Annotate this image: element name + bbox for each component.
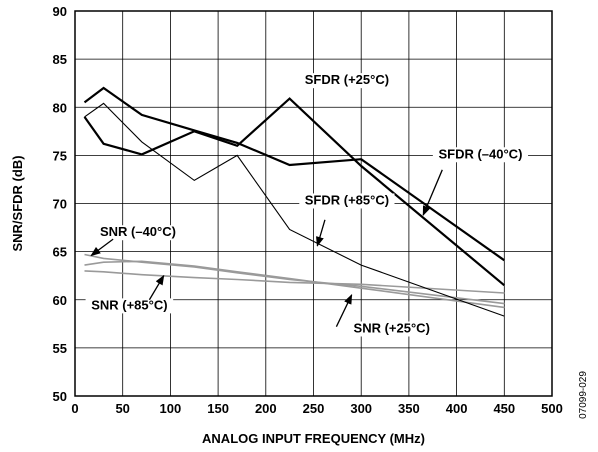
annotation-backdrop xyxy=(94,225,182,241)
series-line-sfdr-85-c- xyxy=(84,102,505,317)
y-tick-label: 75 xyxy=(53,148,67,163)
annotation-backdrop xyxy=(432,147,529,163)
series-annotation: SNR (+85°C) xyxy=(91,297,167,312)
series-annotation: SFDR (+85°C) xyxy=(305,192,389,207)
y-tick-label: 60 xyxy=(53,293,67,308)
annotation-arrow xyxy=(90,238,114,257)
series-line-snr-25-c- xyxy=(84,260,505,309)
y-tick-label: 80 xyxy=(53,100,67,115)
x-tick-label: 100 xyxy=(160,401,182,416)
series-line-sfdr-25-c- xyxy=(83,97,506,287)
x-tick-label: 0 xyxy=(71,401,78,416)
annotations: SFDR (+25°C) SFDR (–40°C) SFDR (+85°C) SNR … xyxy=(85,72,529,337)
series-line-snr-85-c- xyxy=(84,270,505,294)
x-tick-label: 500 xyxy=(541,401,563,416)
series-annotation: SFDR (–40°C) xyxy=(438,146,522,161)
series-annotation: SFDR (+25°C) xyxy=(305,72,389,87)
x-tick-label: 200 xyxy=(255,401,277,416)
annotation-backdrop xyxy=(85,298,174,314)
data-series xyxy=(83,86,506,317)
y-tick-label: 50 xyxy=(53,389,67,404)
series-line-sfdr-40-c- xyxy=(83,86,505,262)
x-tick-label: 150 xyxy=(207,401,229,416)
x-tick-label: 50 xyxy=(115,401,129,416)
annotation-arrow xyxy=(335,294,353,327)
x-tick-label: 250 xyxy=(303,401,325,416)
series-annotation: SNR (+25°C) xyxy=(354,320,430,335)
figure-id: 07099-029 xyxy=(578,371,589,419)
annotation-arrow xyxy=(148,274,165,301)
annotation-backdrop xyxy=(299,73,395,89)
annotation-arrow xyxy=(316,219,326,247)
tick-labels: 0 50 100 150 200 250 300 350 400 450 500 50 55 60 65 70… xyxy=(53,4,563,416)
annotation-backdrop xyxy=(299,193,395,209)
y-tick-label: 55 xyxy=(53,341,67,356)
y-axis-title: SNR/SFDR (dB) xyxy=(10,155,25,251)
x-axis-title: ANALOG INPUT FREQUENCY (MHz) xyxy=(202,431,425,446)
x-tick-label: 350 xyxy=(398,401,420,416)
y-tick-label: 65 xyxy=(53,245,67,260)
series-line-snr-40-c- xyxy=(84,253,505,305)
y-tick-label: 70 xyxy=(53,197,67,212)
y-tick-label: 85 xyxy=(53,52,67,67)
x-tick-label: 300 xyxy=(350,401,372,416)
y-tick-label: 90 xyxy=(53,4,67,19)
plot-frame xyxy=(74,10,553,397)
x-tick-label: 450 xyxy=(493,401,515,416)
x-tick-label: 400 xyxy=(446,401,468,416)
annotation-arrow xyxy=(422,169,443,216)
annotation-backdrop xyxy=(347,321,436,337)
series-annotation: SNR (–40°C) xyxy=(100,224,176,239)
